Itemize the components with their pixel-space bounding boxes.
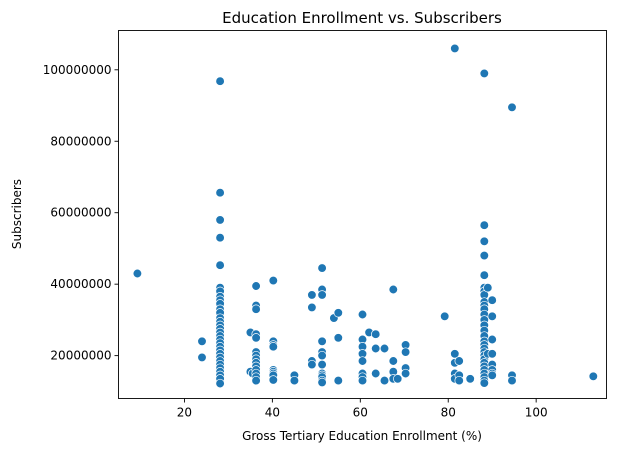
data-point: [317, 350, 327, 361]
axis-ticks: 20 40 60 80 100 20000000 40000000 60000000 80000…: [43, 63, 548, 420]
y-tick-label: 40000000: [50, 277, 111, 291]
data-point: [487, 370, 497, 380]
x-tick-label: 40: [265, 406, 280, 420]
data-point: [487, 295, 497, 305]
data-point: [289, 375, 300, 386]
data-point: [465, 374, 475, 384]
data-point: [251, 281, 261, 291]
data-point: [400, 347, 411, 357]
data-point: [357, 375, 368, 386]
data-point: [454, 375, 464, 386]
data-point: [379, 375, 390, 386]
data-point: [388, 356, 398, 366]
data-point: [251, 375, 261, 386]
data-point: [483, 283, 493, 293]
data-point: [197, 336, 207, 346]
data-point: [379, 343, 390, 354]
data-point: [479, 220, 489, 230]
data-point: [371, 329, 381, 339]
data-point: [371, 343, 381, 354]
data-point: [215, 215, 225, 225]
data-point: [588, 371, 598, 381]
data-point: [333, 333, 343, 343]
data-point: [215, 378, 225, 389]
plot-frame: [118, 30, 607, 399]
data-point: [268, 375, 278, 385]
data-point: [479, 236, 489, 246]
data-point: [450, 43, 460, 54]
data-point: [479, 250, 489, 261]
y-tick-label: 20000000: [50, 349, 111, 363]
data-point: [450, 349, 460, 359]
data-point: [333, 308, 343, 318]
data-point: [479, 270, 489, 280]
data-point: [371, 368, 381, 379]
data-point: [487, 349, 497, 359]
data-point: [357, 356, 368, 366]
data-point: [507, 375, 517, 386]
data-point: [317, 377, 327, 388]
data-point: [268, 342, 278, 352]
data-point: [333, 375, 343, 386]
data-point: [251, 333, 261, 343]
data-point: [507, 102, 517, 112]
y-tick-label: 80000000: [50, 134, 111, 148]
data-point: [454, 356, 464, 366]
data-point: [487, 334, 497, 345]
data-point: [440, 311, 450, 321]
x-tick-label: 100: [525, 406, 548, 420]
data-point: [388, 284, 398, 295]
data-point: [215, 188, 225, 198]
data-point: [487, 311, 497, 321]
data-point: [357, 309, 368, 320]
x-axis-label: Gross Tertiary Education Enrollment (%): [242, 429, 482, 443]
data-point: [317, 290, 327, 300]
data-point: [132, 268, 143, 279]
x-tick-label: 60: [353, 406, 368, 420]
data-point: [393, 374, 403, 384]
data-point: [215, 233, 225, 243]
data-point: [197, 352, 207, 363]
data-point: [479, 378, 489, 388]
y-axis-label: Subscribers: [10, 179, 24, 249]
data-point: [479, 68, 489, 79]
data-point: [251, 304, 261, 314]
y-tick-label: 100000000: [43, 63, 112, 77]
scatter-points: [132, 43, 598, 389]
y-tick-label: 60000000: [50, 206, 111, 220]
data-point: [400, 368, 411, 379]
x-tick-label: 80: [441, 406, 456, 420]
data-point: [317, 359, 327, 370]
data-point: [215, 76, 225, 86]
data-point: [307, 290, 317, 300]
data-point: [268, 275, 278, 286]
data-point: [307, 302, 317, 313]
data-point: [317, 263, 327, 273]
data-point: [215, 260, 225, 270]
data-point: [307, 359, 317, 370]
data-point: [317, 336, 327, 346]
x-tick-label: 20: [177, 406, 192, 420]
chart-title: Education Enrollment vs. Subscribers: [222, 9, 502, 27]
